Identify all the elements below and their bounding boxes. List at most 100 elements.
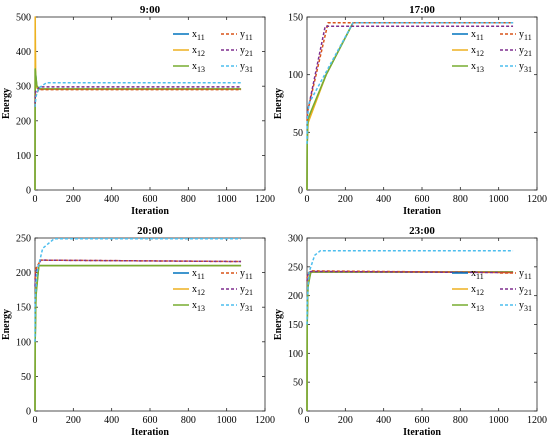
y-axis-label: Energy	[273, 88, 284, 119]
series-line-y11	[34, 259, 242, 280]
legend-label-y21: y21	[519, 284, 532, 297]
axes-box	[34, 16, 266, 191]
x-tick-label: 0	[305, 194, 310, 205]
series-line-y21	[34, 259, 242, 287]
x-tick-label: 800	[453, 194, 468, 205]
y-tick-label: 50	[293, 378, 303, 389]
x-tick-label: 200	[338, 415, 353, 426]
legend-label-y11: y11	[519, 29, 532, 42]
x-tick-label: 800	[453, 415, 468, 426]
y-tick-label: 100	[288, 70, 303, 81]
series-line-x12	[34, 16, 242, 191]
x-tick-label: 600	[415, 194, 430, 205]
legend-label-y21: y21	[240, 45, 253, 58]
legend-label-y31: y31	[240, 300, 253, 313]
y-tick-label: 250	[16, 234, 31, 245]
legend-label-x13: x13	[471, 300, 484, 313]
legend-label-x12: x12	[471, 45, 484, 58]
legend-label-x11: x11	[192, 29, 205, 42]
series-line-y21	[34, 86, 242, 104]
y-tick-label: 0	[298, 186, 303, 197]
y-tick-label: 0	[26, 407, 31, 418]
x-axis-label: Iteration	[403, 427, 441, 438]
legend-label-x13: x13	[471, 61, 484, 74]
legend-label-y31: y31	[240, 61, 253, 74]
series-line-y31	[34, 81, 242, 108]
series-line-x13	[34, 264, 242, 412]
y-tick-label: 100	[16, 337, 31, 348]
y-tick-label: 50	[21, 372, 31, 383]
y-tick-label: 150	[288, 320, 303, 331]
y-tick-label: 50	[293, 128, 303, 139]
x-tick-label: 400	[376, 194, 391, 205]
axes-box	[306, 16, 538, 191]
y-tick-label: 300	[16, 82, 31, 93]
legend-label-x11: x11	[471, 29, 484, 42]
axes-box	[306, 237, 538, 412]
chart-title: 20:00	[137, 225, 163, 237]
series-line-y31	[306, 249, 514, 325]
series-line-x11	[306, 22, 514, 191]
x-tick-label: 1000	[217, 194, 237, 205]
legend-label-x12: x12	[471, 284, 484, 297]
y-tick-label: 0	[26, 186, 31, 197]
legend-label-x12: x12	[192, 45, 205, 58]
legend-label-y31: y31	[519, 300, 532, 313]
y-tick-label: 300	[288, 234, 303, 245]
y-axis-label: Energy	[273, 309, 284, 340]
x-tick-label: 0	[33, 194, 38, 205]
x-tick-label: 1200	[255, 194, 275, 205]
y-tick-label: 150	[16, 303, 31, 314]
legend-label-x11: x11	[192, 268, 205, 281]
x-tick-label: 0	[33, 415, 38, 426]
chart-panel-0: 0 200 400 600 800 1000 1200 0 100 200 300 400 500 9:0…	[1, 4, 275, 217]
legend-label-x12: x12	[192, 284, 205, 297]
x-tick-label: 1000	[217, 415, 237, 426]
y-tick-label: 100	[16, 151, 31, 162]
series-line-x12	[306, 22, 514, 191]
x-axis-label: Iteration	[403, 206, 441, 217]
series-line-x11	[34, 264, 242, 412]
x-tick-label: 1200	[527, 194, 547, 205]
y-tick-label: 250	[288, 262, 303, 273]
y-tick-label: 0	[298, 407, 303, 418]
y-tick-label: 200	[288, 291, 303, 302]
y-tick-label: 150	[288, 13, 303, 24]
legend-label-x11: x11	[471, 268, 484, 281]
x-axis-label: Iteration	[131, 206, 169, 217]
x-tick-label: 600	[143, 194, 158, 205]
x-tick-label: 200	[66, 415, 81, 426]
chart-title: 9:00	[140, 4, 161, 16]
x-axis-label: Iteration	[131, 427, 169, 438]
legend-label-y11: y11	[519, 268, 532, 281]
x-tick-label: 800	[181, 415, 196, 426]
x-tick-label: 400	[376, 415, 391, 426]
x-tick-label: 600	[143, 415, 158, 426]
legend-label-x13: x13	[192, 61, 205, 74]
series-line-y11	[34, 88, 242, 107]
axes-box	[34, 237, 266, 412]
y-tick-label: 400	[16, 47, 31, 58]
chart-title: 23:00	[409, 225, 435, 237]
legend-label-y31: y31	[519, 61, 532, 74]
x-tick-label: 0	[305, 415, 310, 426]
x-tick-label: 200	[66, 194, 81, 205]
legend-label-x13: x13	[192, 300, 205, 313]
series-line-x13	[306, 22, 514, 191]
series-line-y31	[306, 22, 514, 144]
x-tick-label: 200	[338, 194, 353, 205]
x-tick-label: 1000	[489, 415, 509, 426]
chart-title: 17:00	[409, 4, 435, 16]
x-tick-label: 1200	[527, 415, 547, 426]
chart-panel-3: 0 200 400 600 800 1000 1200 0 50 100 150 200 250 300 2…	[273, 225, 547, 438]
series-line-x12	[34, 264, 242, 412]
x-tick-label: 400	[104, 415, 119, 426]
series-line-y21	[306, 270, 514, 282]
y-tick-label: 200	[16, 268, 31, 279]
y-tick-label: 500	[16, 13, 31, 24]
legend-label-y11: y11	[240, 268, 253, 281]
legend-label-y11: y11	[240, 29, 253, 42]
chart-panel-2: 0 200 400 600 800 1000 1200 0 50 100 150 200 250 20:0…	[1, 225, 275, 438]
legend-label-y21: y21	[240, 284, 253, 297]
